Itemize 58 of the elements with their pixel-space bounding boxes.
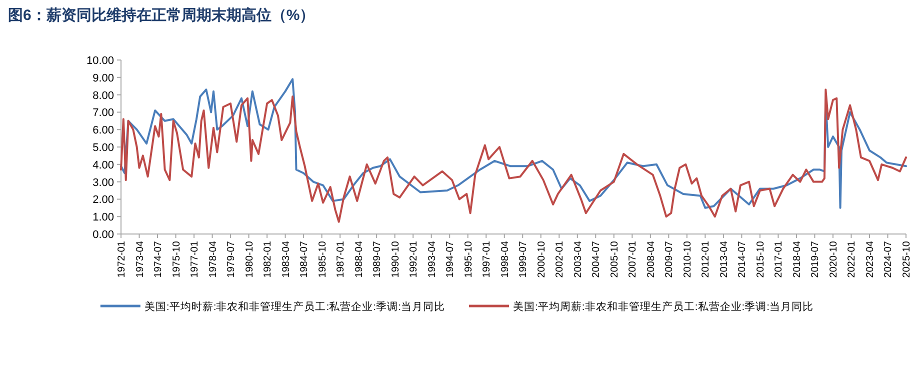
legend-label: 美国:平均时薪:非农和非管理生产员工:私营企业:季调:当月同比	[144, 300, 445, 313]
x-tick-label: 2020-10	[828, 240, 840, 278]
x-tick-label: 1974-07	[153, 240, 164, 278]
x-tick-label: 2022-01	[846, 240, 858, 278]
y-tick-label: 2.00	[92, 194, 114, 206]
y-tick-label: 3.00	[92, 176, 114, 189]
x-tick-label: 1977-01	[190, 240, 201, 278]
x-tick-label: 1972-01	[116, 240, 128, 278]
x-tick-label: 2018-04	[792, 240, 803, 278]
x-tick-label: 2015-10	[755, 240, 766, 278]
x-tick-label: 2009-07	[664, 240, 676, 278]
x-tick-label: 1988-04	[354, 240, 365, 278]
x-tick-label: 1999-07	[518, 240, 530, 278]
x-tick-label: 1995-10	[463, 240, 474, 278]
x-tick-label: 2004-07	[591, 240, 602, 278]
y-tick-label: 6.00	[92, 124, 114, 137]
x-tick-label: 1989-07	[372, 240, 384, 278]
x-tick-label: 2005-10	[609, 240, 620, 278]
x-tick-label: 2017-01	[774, 240, 785, 278]
legend-label: 美国:平均周薪:非农和非管理生产员工:私营企业:季调:当月同比	[513, 300, 814, 313]
x-tick-label: 1992-01	[408, 240, 420, 278]
x-tick-label: 2007-01	[628, 240, 639, 278]
chart-title: 图6：薪资同比维持在正常周期末期高位（%）	[8, 6, 315, 24]
y-tick-label: 7.00	[92, 107, 114, 120]
x-tick-label: 1973-04	[134, 240, 146, 278]
x-tick-label: 2013-04	[718, 240, 730, 278]
y-tick-label: 9.00	[92, 72, 114, 84]
x-tick-label: 1975-10	[171, 240, 182, 278]
x-tick-label: 2025-10	[902, 240, 912, 278]
x-tick-label: 2012-01	[700, 240, 712, 278]
x-tick-label: 1985-10	[317, 240, 328, 278]
x-tick-label: 2019-07	[810, 240, 822, 278]
x-tick-label: 2002-01	[554, 240, 566, 278]
y-tick-label: 8.00	[92, 90, 114, 102]
x-tick-label: 1980-10	[244, 240, 256, 278]
x-tick-label: 1978-04	[208, 240, 219, 278]
x-tick-label: 2008-04	[646, 240, 657, 278]
x-tick-label: 2014-07	[737, 240, 748, 278]
x-tick-label: 1982-01	[262, 240, 274, 278]
x-tick-label: 2003-04	[572, 240, 584, 278]
y-tick-label: 10.00	[86, 55, 114, 67]
x-tick-label: 2010-10	[682, 240, 694, 278]
x-tick-label: 1998-04	[500, 240, 511, 278]
x-tick-label: 1983-04	[280, 240, 292, 278]
x-tick-label: 1997-01	[482, 240, 493, 278]
x-tick-label: 1984-07	[299, 240, 310, 278]
x-tick-label: 1979-07	[226, 240, 238, 278]
x-tick-label: 2000-10	[536, 240, 548, 278]
y-tick-label: 4.00	[92, 159, 114, 172]
y-tick-label: 1.00	[92, 212, 114, 224]
x-tick-label: 1987-01	[336, 240, 347, 278]
x-tick-label: 2023-04	[864, 240, 876, 278]
y-tick-label: 0.00	[92, 229, 114, 241]
x-tick-label: 1994-07	[445, 240, 456, 278]
x-tick-label: 1993-04	[426, 240, 438, 278]
x-tick-label: 2024-07	[883, 240, 894, 278]
x-tick-label: 1990-10	[390, 240, 402, 278]
y-tick-label: 5.00	[92, 142, 114, 154]
